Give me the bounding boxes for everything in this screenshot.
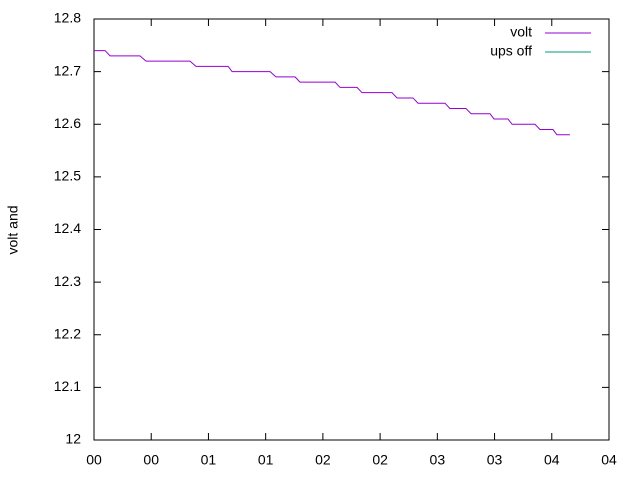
- y-tick-label: 12.2: [54, 325, 81, 341]
- x-tick-label: 02: [372, 452, 388, 468]
- y-axis-label: volt and: [5, 205, 21, 254]
- x-tick-label: 01: [201, 452, 217, 468]
- y-tick-label: 12.1: [54, 378, 81, 394]
- y-tick-label: 12.4: [54, 220, 81, 236]
- y-tick-label: 12.5: [54, 168, 81, 184]
- y-tick-label: 12.8: [54, 10, 81, 26]
- series-line: [94, 50, 570, 136]
- plot-border: [93, 18, 610, 441]
- x-tick-label: 00: [143, 452, 159, 468]
- legend-label: volt: [510, 24, 532, 40]
- x-tick-label: 01: [258, 452, 274, 468]
- x-tick-label: 03: [487, 452, 503, 468]
- x-tick-label: 02: [315, 452, 331, 468]
- y-tick-label: 12: [65, 431, 81, 447]
- y-tick-label: 12.6: [54, 115, 81, 131]
- legend-label: ups off: [490, 43, 532, 59]
- x-tick-label: 04: [601, 452, 617, 468]
- y-tick-label: 12.3: [54, 273, 81, 289]
- x-tick-label: 03: [430, 452, 446, 468]
- x-tick-label: 00: [86, 452, 102, 468]
- x-tick-label: 04: [544, 452, 560, 468]
- y-tick-label: 12.7: [54, 62, 81, 78]
